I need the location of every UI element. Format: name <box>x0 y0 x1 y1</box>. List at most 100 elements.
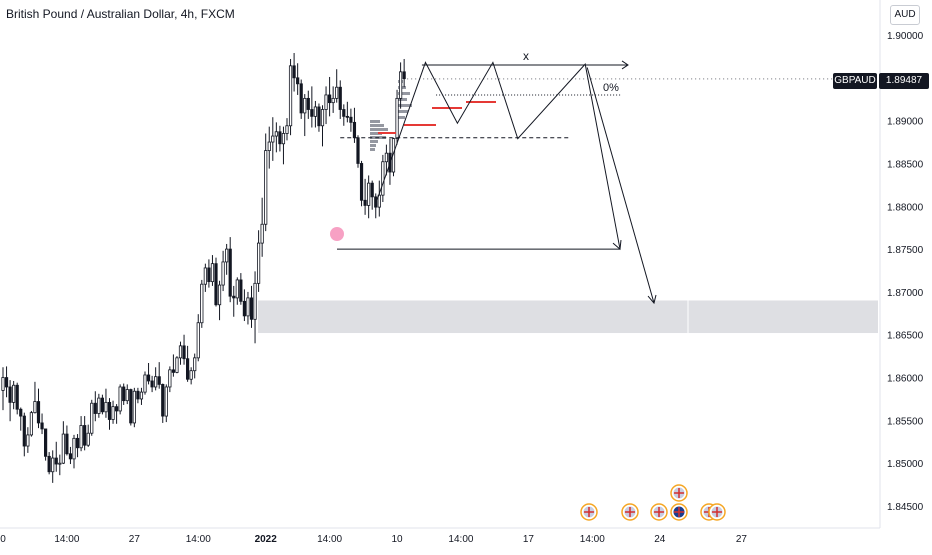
candle-body <box>61 433 65 464</box>
candle-body <box>239 279 243 302</box>
candle-body <box>65 433 69 455</box>
candle-body <box>182 345 186 360</box>
candle-body <box>75 437 80 449</box>
pivot-marker <box>330 227 344 241</box>
candle-body <box>313 106 318 117</box>
y-tick-label: 1.88500 <box>887 159 924 170</box>
candle-body <box>317 106 321 127</box>
candle-body <box>104 401 108 413</box>
x-tick-label: 14:00 <box>580 534 605 545</box>
zigzag-arrowhead <box>612 240 622 251</box>
fib-zero-label: 0% <box>603 82 619 94</box>
candle-body <box>324 94 328 110</box>
australia-flag-icon[interactable] <box>670 503 688 521</box>
candle-body <box>164 386 168 417</box>
x-tick-label: 14:00 <box>448 534 473 545</box>
y-tick-label: 1.85500 <box>887 416 924 427</box>
volume-profile-bar <box>398 110 408 113</box>
x-tick-label: 2022 <box>255 534 278 545</box>
uk-flag-icon[interactable] <box>670 484 688 502</box>
candle-body <box>253 282 257 320</box>
y-tick-label: 1.86000 <box>887 374 924 385</box>
currency-selector[interactable]: AUD <box>890 5 920 25</box>
candle-body <box>264 150 268 225</box>
candle-body <box>171 369 175 373</box>
candle-body <box>274 131 278 137</box>
candle-body <box>278 131 282 145</box>
candle-body <box>285 125 289 134</box>
candle-body <box>118 386 122 412</box>
x-tick-label: 0 <box>0 534 6 545</box>
volume-profile-bar <box>370 124 384 127</box>
y-tick-label: 1.84500 <box>887 502 924 513</box>
candle-body <box>381 161 385 196</box>
candle-body <box>267 141 271 152</box>
candle-body <box>349 116 353 123</box>
candle-body <box>15 384 19 410</box>
candle-body <box>363 199 367 206</box>
candle-body <box>402 71 406 80</box>
candle-body <box>107 401 112 420</box>
uk-flag-icon[interactable] <box>580 503 598 521</box>
candle-body <box>398 71 403 99</box>
candle-body <box>54 457 58 465</box>
candle-body <box>246 297 250 317</box>
candle-body <box>210 263 215 283</box>
candle-body <box>90 402 94 434</box>
candle-body <box>36 401 41 424</box>
candle-body <box>331 97 335 104</box>
candle-body <box>19 408 23 417</box>
candle-body <box>281 133 286 145</box>
x-tick-label: 14:00 <box>186 534 211 545</box>
candle-body <box>40 422 44 430</box>
y-tick-label: 1.88000 <box>887 202 924 213</box>
candle-body <box>384 152 389 163</box>
candle-body <box>22 415 26 447</box>
volume-profile-bar <box>370 144 376 147</box>
candle-body <box>83 425 87 446</box>
candle-body <box>352 121 357 139</box>
volume-profile-bar <box>370 128 388 131</box>
candle-body <box>97 397 101 414</box>
candle-body <box>4 377 9 388</box>
candle-body <box>154 376 158 388</box>
y-tick-label: 1.89000 <box>887 117 924 128</box>
candle-body <box>143 374 147 393</box>
candle-body <box>8 386 12 403</box>
candle-body <box>306 97 310 110</box>
candle-body <box>93 402 97 414</box>
volume-profile-bar <box>370 120 380 123</box>
candle-body <box>86 432 90 446</box>
uk-flag-icon[interactable] <box>708 503 726 521</box>
candle-body <box>185 358 190 380</box>
uk-flag-icon[interactable] <box>621 503 639 521</box>
candle-body <box>320 109 325 127</box>
x-label: x <box>523 49 529 63</box>
y-tick-label: 1.86500 <box>887 331 924 342</box>
candle-body <box>178 345 183 359</box>
volume-profile-bar <box>398 116 405 119</box>
candle-body <box>136 390 140 400</box>
candle-body <box>217 284 222 306</box>
candle-body <box>225 248 229 263</box>
candle-body <box>79 425 83 449</box>
last-price-badge: 1.89487 <box>879 73 929 89</box>
x-tick-label: 14:00 <box>317 534 342 545</box>
candle-body <box>338 86 342 110</box>
candle-body <box>132 390 136 424</box>
candle-body <box>33 401 37 414</box>
candle-body <box>228 248 232 297</box>
candle-body <box>327 94 332 104</box>
candle-body <box>26 434 30 447</box>
candle-body <box>100 397 104 413</box>
volume-profile-bar <box>370 148 375 151</box>
x-tick-label: 27 <box>129 534 141 545</box>
candle-body <box>189 370 193 380</box>
candle-body <box>335 86 339 99</box>
candle-body <box>288 65 293 127</box>
candle-body <box>395 97 399 140</box>
uk-flag-icon[interactable] <box>650 503 668 521</box>
candle-body <box>271 135 275 143</box>
